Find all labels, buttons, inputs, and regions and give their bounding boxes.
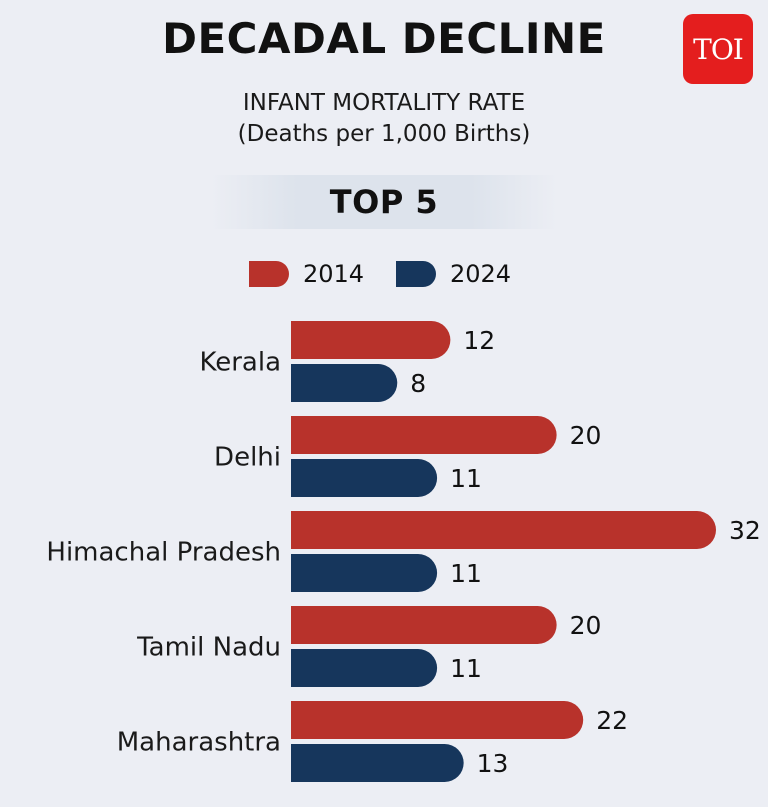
bar-delhi-2024 [291, 459, 438, 497]
value-label-kerala-2014: 12 [463, 326, 495, 355]
bar-himachal-pradesh-2024 [291, 554, 438, 592]
value-label-delhi-2024: 11 [450, 464, 482, 493]
top5-band: TOP 5 [210, 175, 558, 229]
legend-item-2014: 2014 [249, 252, 364, 296]
top5-label: TOP 5 [329, 183, 439, 221]
category-label-tamil-nadu: Tamil Nadu [136, 633, 281, 663]
legend-swatch-2024 [396, 261, 436, 287]
legend-label-2014: 2014 [303, 260, 365, 288]
value-label-maharashtra-2024: 13 [477, 749, 509, 778]
bar-kerala-2014 [291, 321, 451, 359]
legend-item-2024: 2024 [396, 252, 511, 296]
value-label-tamil-nadu-2014: 20 [570, 611, 602, 640]
category-label-delhi: Delhi [214, 443, 281, 473]
value-label-delhi-2014: 20 [570, 421, 602, 450]
subtitle-line-2: (Deaths per 1,000 Births) [237, 121, 531, 147]
bar-himachal-pradesh-2014 [291, 511, 716, 549]
category-label-maharashtra: Maharashtra [117, 728, 281, 758]
bar-maharashtra-2014 [291, 701, 584, 739]
bar-tamil-nadu-2014 [291, 606, 557, 644]
legend: 2014 2024 [0, 252, 768, 296]
bar-kerala-2024 [291, 364, 398, 402]
legend-label-2024: 2024 [450, 260, 512, 288]
value-label-tamil-nadu-2024: 11 [450, 654, 482, 683]
toi-logo: TOI [683, 14, 753, 84]
bar-tamil-nadu-2024 [291, 649, 438, 687]
bar-delhi-2014 [291, 416, 557, 454]
value-label-himachal-pradesh-2014: 32 [729, 516, 761, 545]
bar-maharashtra-2024 [291, 744, 464, 782]
value-label-himachal-pradesh-2024: 11 [450, 559, 482, 588]
category-label-kerala: Kerala [199, 348, 281, 378]
category-label-himachal-pradesh: Himachal Pradesh [46, 538, 281, 568]
legend-swatch-2014 [249, 261, 289, 287]
bar-chart: Kerala 12 8 Delhi 20 11 Himachal Pradesh 32 11 Ta… [46, 321, 761, 782]
value-label-maharashtra-2014: 22 [596, 706, 628, 735]
chart-title: DECADAL DECLINE [162, 14, 606, 63]
chart-subtitle: INFANT MORTALITY RATE (Deaths per 1,000 … [0, 88, 768, 150]
value-label-kerala-2024: 8 [410, 369, 426, 398]
subtitle-line-1: INFANT MORTALITY RATE [242, 90, 526, 116]
